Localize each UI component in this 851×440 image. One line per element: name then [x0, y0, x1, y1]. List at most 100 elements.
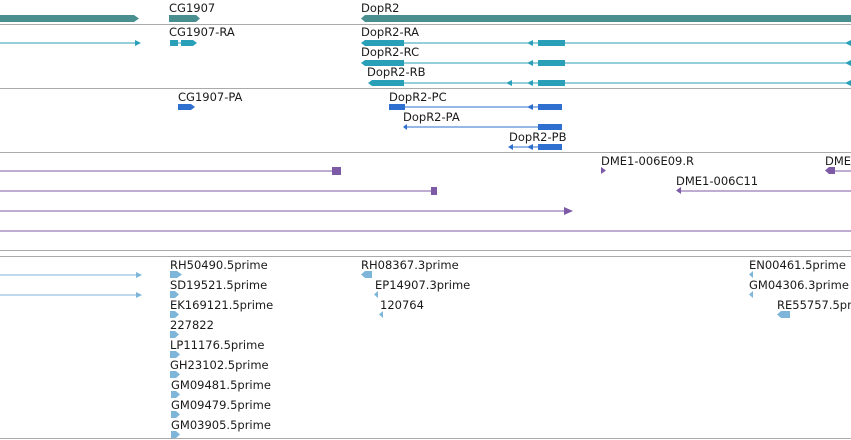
est-label: RH08367.3prime — [361, 258, 459, 272]
oligo-label: DME1-006E09.R — [601, 154, 694, 168]
arrow-right-icon — [170, 331, 179, 338]
exon — [538, 124, 562, 130]
protein-feature-dopr2-pa[interactable]: DopR2-PA — [403, 110, 562, 130]
gene-feature-left[interactable] — [0, 15, 139, 22]
est-label: RE55757.5prime — [777, 298, 851, 312]
arrow-left-icon — [508, 144, 513, 150]
est-feature-left-1[interactable] — [0, 272, 142, 278]
arrow-left-icon — [374, 291, 378, 298]
est-feature-re55757[interactable]: RE55757.5prime — [777, 298, 851, 318]
protein-track: CG1907-PA DopR2-PC DopR2-PA DopR2-PB — [178, 90, 567, 150]
arrow-left-icon — [527, 80, 533, 86]
est-label: 227822 — [170, 318, 214, 332]
arrow-right-icon — [601, 167, 606, 174]
gene-label: CG1907 — [169, 1, 215, 15]
exon — [538, 80, 565, 86]
est-feature-120764[interactable]: 120764 — [379, 298, 424, 318]
arrow-right-icon — [170, 351, 180, 358]
arrow-left-icon — [845, 60, 851, 66]
est-feature-gm09479[interactable]: GM09479.5prime — [171, 398, 271, 418]
arrow-left-icon — [379, 311, 383, 318]
protein-label: DopR2-PC — [389, 90, 447, 104]
arrow-right-icon — [171, 431, 180, 438]
arrow-left-icon — [527, 104, 533, 110]
protein-label: DopR2-PA — [403, 110, 460, 124]
arrow-right-icon — [136, 292, 142, 298]
transcript-feature-dopr2-ra[interactable]: DopR2-RA — [361, 25, 851, 46]
est-feature-ek169121[interactable]: EK169121.5prime — [170, 298, 273, 318]
est-label: GM09481.5prime — [171, 378, 271, 392]
transcript-feature-dopr2-rc[interactable]: DopR2-RC — [361, 45, 851, 66]
transcript-label: DopR2-RC — [361, 45, 419, 59]
arrow-left-icon — [777, 311, 790, 318]
est-feature-en00461[interactable]: EN00461.5prime — [749, 258, 846, 278]
est-label: 120764 — [380, 298, 424, 312]
est-feature-lp11176[interactable]: LP11176.5prime — [170, 338, 264, 358]
arrow-left-icon — [845, 80, 851, 86]
arrow-right-icon — [170, 311, 179, 318]
arrow-right-icon — [332, 167, 341, 175]
gene-bar-icon — [0, 15, 139, 22]
oligo-feature-dme1-006e09-r[interactable]: DME1-006E09.R — [601, 154, 694, 174]
gene-feature-dopr2[interactable]: DopR2 — [361, 1, 851, 22]
exon-arrow-left — [361, 40, 404, 46]
transcript-label: DopR2-RA — [361, 25, 419, 39]
arrow-right-icon — [431, 187, 437, 195]
track-separators — [0, 24, 851, 439]
oligo-label: DME1-006C11 — [676, 174, 758, 188]
oligo-feature-1[interactable] — [0, 167, 341, 175]
est-feature-gm09481[interactable]: GM09481.5prime — [171, 378, 271, 398]
arrow-left-icon — [527, 40, 533, 46]
exon — [538, 40, 565, 46]
gene-feature-cg1907[interactable]: CG1907 — [169, 1, 215, 22]
arrow-left-icon — [749, 271, 753, 278]
est-feature-ep14907[interactable]: EP14907.3prime — [374, 278, 470, 298]
exon — [538, 60, 565, 66]
est-label: RH50490.5prime — [170, 258, 268, 272]
est-feature-gm03905[interactable]: GM03905.5prime — [171, 418, 271, 438]
est-feature-gh23102[interactable]: GH23102.5prime — [170, 358, 269, 378]
exon — [170, 40, 178, 46]
est-feature-sd19521[interactable]: SD19521.5prime — [170, 278, 267, 298]
protein-feature-dopr2-pc[interactable]: DopR2-PC — [389, 90, 562, 110]
est-track: RH50490.5prime SD19521.5prime EK169121.5… — [0, 258, 851, 438]
exon-arrow-right — [178, 104, 195, 110]
est-label: LP11176.5prime — [170, 338, 264, 352]
protein-feature-dopr2-pb[interactable]: DopR2-PB — [508, 130, 567, 150]
est-label: GH23102.5prime — [170, 358, 269, 372]
est-label: EK169121.5prime — [170, 298, 273, 312]
arrow-left-icon — [506, 80, 512, 86]
arrow-left-icon — [527, 60, 533, 66]
protein-label: DopR2-PB — [509, 130, 567, 144]
arrow-right-icon — [564, 207, 573, 215]
est-feature-left-2[interactable] — [0, 292, 142, 298]
transcript-feature-left[interactable] — [0, 40, 141, 46]
transcript-feature-cg1907-ra[interactable]: CG1907-RA — [169, 25, 235, 46]
arrow-left-icon — [403, 124, 407, 130]
gene-bar-icon — [361, 15, 851, 22]
arrow-right-icon — [170, 271, 182, 278]
exon — [389, 104, 405, 110]
est-feature-rh08367[interactable]: RH08367.3prime — [361, 258, 459, 278]
gene-bar-icon — [169, 15, 200, 22]
gene-label: DopR2 — [361, 1, 400, 15]
exon — [538, 104, 562, 110]
arrow-right-icon — [170, 291, 179, 298]
est-feature-227822[interactable]: 227822 — [170, 318, 214, 338]
arrow-left-icon — [361, 271, 372, 278]
oligo-feature-2[interactable] — [0, 187, 437, 195]
gene-track: CG1907 DopR2 — [0, 1, 851, 22]
oligo-feature-dme1-006c11[interactable]: DME1-006C11 — [676, 174, 851, 194]
oligo-track: DME1-006E09.R DME1 DME1-006C11 — [0, 154, 851, 232]
est-label: GM03905.5prime — [171, 418, 271, 432]
est-feature-rh50490[interactable]: RH50490.5prime — [170, 258, 268, 278]
transcript-feature-dopr2-rb[interactable]: DopR2-RB — [367, 65, 851, 86]
oligo-feature-dme1[interactable]: DME1 — [825, 154, 851, 174]
exon — [538, 144, 562, 150]
oligo-feature-3[interactable] — [0, 207, 573, 215]
protein-feature-cg1907-pa[interactable]: CG1907-PA — [178, 90, 243, 110]
arrow-right-icon — [136, 272, 142, 278]
protein-label: CG1907-PA — [178, 90, 243, 104]
est-feature-gm04306[interactable]: GM04306.3prime — [749, 278, 849, 298]
